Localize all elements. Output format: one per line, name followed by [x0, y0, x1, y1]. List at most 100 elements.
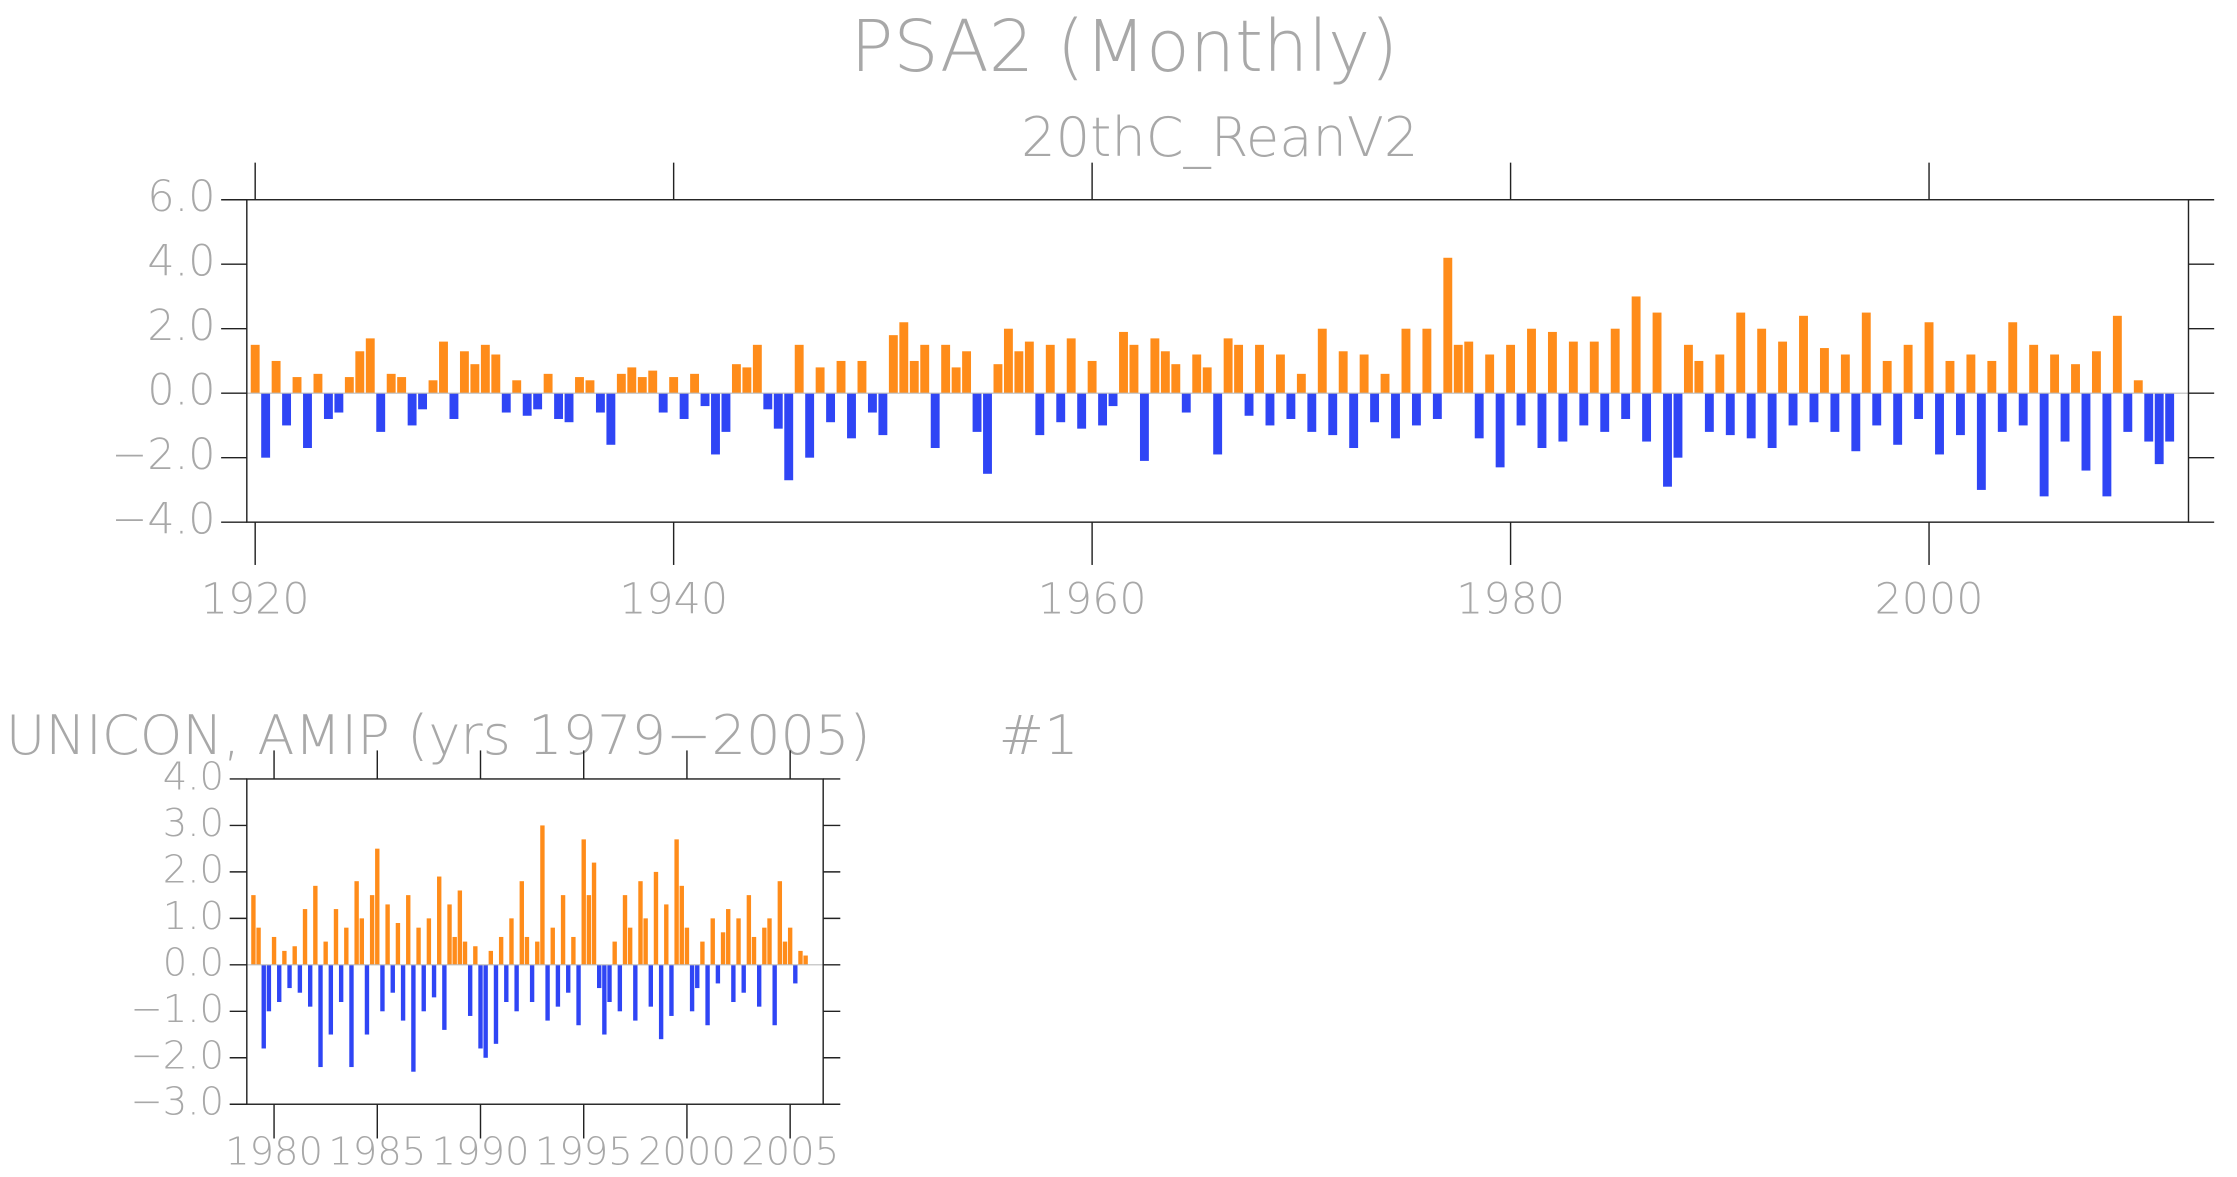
- bar: [1056, 393, 1066, 423]
- bar: [581, 839, 586, 965]
- bar: [1087, 360, 1097, 394]
- bar: [522, 393, 532, 416]
- bar: [1338, 351, 1348, 394]
- bar: [447, 904, 452, 965]
- bar: [303, 393, 312, 449]
- bar: [1704, 393, 1714, 432]
- bar: [575, 377, 584, 394]
- bar: [462, 941, 468, 965]
- bar: [602, 964, 607, 1035]
- bar: [930, 393, 940, 449]
- bar: [1098, 393, 1108, 426]
- bar: [920, 344, 930, 394]
- x-tick-label: 1995: [535, 1130, 633, 1175]
- bar: [1579, 393, 1589, 426]
- bar: [2050, 354, 2060, 394]
- panel-annotation: #1: [999, 704, 1079, 767]
- bar: [390, 964, 395, 993]
- bar: [1830, 393, 1840, 432]
- bar: [731, 364, 741, 394]
- y-tick-label: 3.0: [163, 801, 224, 846]
- bar: [1317, 328, 1327, 394]
- bar: [643, 918, 648, 965]
- bar: [1014, 351, 1024, 394]
- bar: [756, 964, 762, 1007]
- bar: [1924, 322, 1934, 394]
- plot-frame: [246, 199, 2190, 523]
- bar: [501, 393, 511, 413]
- bar: [2144, 393, 2154, 442]
- bar: [426, 918, 432, 965]
- bar: [1150, 338, 1160, 394]
- bar: [742, 367, 752, 394]
- bar: [442, 964, 447, 1030]
- bar: [491, 354, 501, 394]
- bar: [271, 936, 277, 965]
- bar: [1265, 393, 1275, 426]
- bar: [323, 393, 333, 419]
- bar: [803, 955, 808, 965]
- bar: [1202, 367, 1212, 394]
- bar: [2060, 393, 2070, 442]
- bar: [2165, 393, 2175, 442]
- bar: [1391, 393, 1400, 439]
- bar: [1914, 393, 1924, 419]
- bar: [1255, 344, 1264, 394]
- bar: [1171, 364, 1181, 394]
- bar: [1432, 393, 1442, 419]
- bar: [669, 964, 674, 1016]
- bar: [439, 341, 448, 394]
- bar: [2102, 393, 2112, 497]
- bar: [595, 393, 605, 413]
- bar: [261, 964, 266, 1049]
- x-tick-label: 1980: [225, 1130, 323, 1175]
- bar: [1715, 354, 1725, 394]
- bar: [1119, 331, 1128, 394]
- bar: [857, 360, 867, 394]
- bar: [292, 377, 302, 394]
- bar: [705, 964, 710, 1026]
- bar: [282, 393, 292, 426]
- bar: [2008, 322, 2018, 394]
- x-tick-label: 1985: [328, 1130, 426, 1175]
- bar: [560, 895, 566, 965]
- bar: [763, 393, 773, 410]
- y-tick-label: 2.0: [163, 847, 224, 892]
- bar: [972, 393, 982, 432]
- bar: [731, 964, 736, 1003]
- bar: [2112, 315, 2122, 394]
- bar: [1506, 344, 1516, 394]
- y-tick-label: 0.0: [163, 940, 224, 985]
- bar: [1516, 393, 1526, 426]
- bar: [1024, 341, 1034, 394]
- plot-frame: [246, 778, 824, 1105]
- bar: [1997, 393, 2007, 432]
- bar: [888, 335, 898, 394]
- bar: [1077, 393, 1087, 429]
- bar: [777, 881, 783, 965]
- bar: [1422, 328, 1432, 394]
- bar: [1694, 360, 1704, 394]
- bar: [1778, 341, 1788, 394]
- bar: [1610, 328, 1620, 394]
- bar: [564, 393, 574, 423]
- bar: [627, 367, 637, 394]
- bar: [250, 344, 260, 394]
- y-tick-label: 4.0: [163, 754, 224, 799]
- bar: [669, 377, 679, 394]
- bar: [2071, 364, 2080, 394]
- bar: [773, 393, 783, 429]
- bar: [282, 950, 287, 965]
- bar: [658, 393, 668, 413]
- bar: [1286, 393, 1296, 419]
- bar: [1453, 344, 1463, 394]
- bar: [1474, 393, 1484, 439]
- bar: [826, 393, 836, 423]
- bar: [411, 964, 416, 1072]
- bar: [576, 964, 581, 1026]
- bar: [365, 338, 375, 394]
- bar: [509, 918, 514, 965]
- chart-title: PSA2 (Monthly): [850, 5, 1398, 88]
- bar: [449, 393, 459, 419]
- bar: [251, 895, 256, 965]
